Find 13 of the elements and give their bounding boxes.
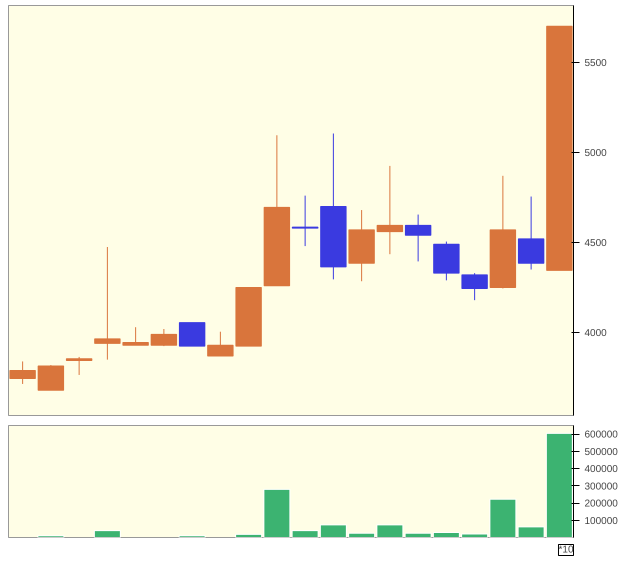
bar: [94, 530, 121, 538]
candlestick: [94, 246, 121, 360]
y-tick-label: 600000: [584, 430, 618, 441]
y-tick-label: 4500: [584, 238, 608, 249]
y-tick-label: 400000: [584, 464, 618, 476]
y-tick-label: 4000: [584, 328, 608, 340]
y-tick-label: 300000: [584, 481, 618, 492]
y-tick-label: 5500: [584, 58, 608, 69]
candlestick: [66, 356, 92, 376]
y-tick-label: 100000: [584, 516, 618, 527]
y-tick-label: 500000: [584, 446, 618, 458]
y-tick-label: 5000: [584, 148, 608, 159]
y-tick-label: 200000: [584, 498, 618, 510]
